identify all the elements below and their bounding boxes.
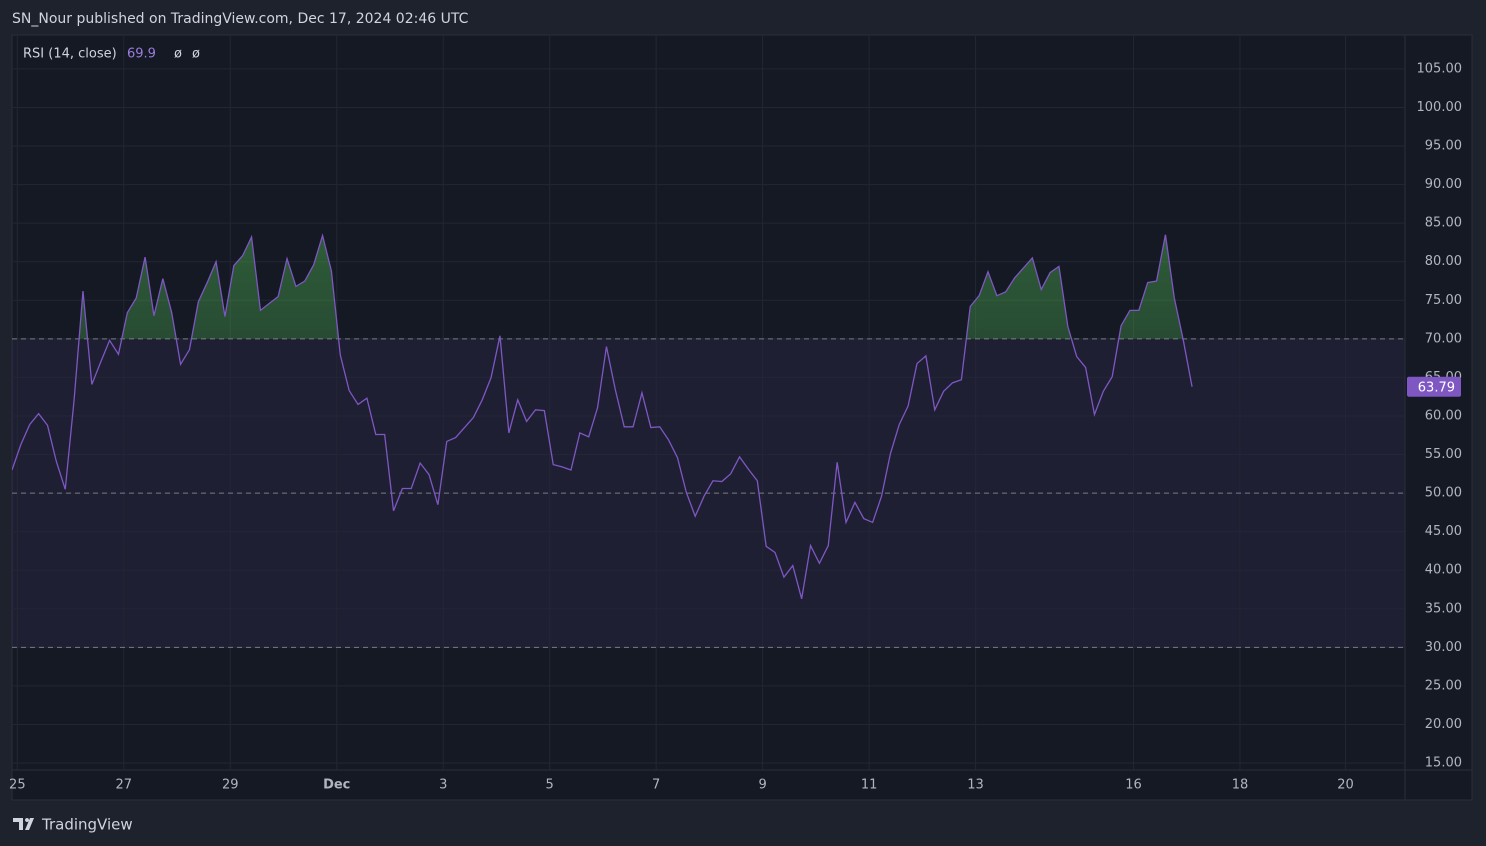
rsi-line — [12, 233, 1193, 599]
plot-area — [12, 35, 1405, 770]
x-tick-label: 25 — [9, 778, 26, 793]
x-tick-label: 7 — [652, 778, 660, 793]
x-tick-label: 9 — [758, 778, 766, 793]
chart-frame — [11, 34, 1473, 801]
indicator-name: RSI (14, close) — [23, 47, 117, 62]
indicator-flag: ø — [174, 47, 182, 62]
brand-logo — [13, 817, 34, 830]
y-tick-label: 75.00 — [1425, 293, 1462, 308]
last-value-box — [1407, 376, 1461, 397]
y-tick-label: 105.00 — [1417, 61, 1463, 76]
x-tick-label: 29 — [222, 778, 239, 793]
y-tick-label: 60.00 — [1425, 408, 1462, 423]
x-tick-label: 18 — [1232, 778, 1249, 793]
y-tick-label: 80.00 — [1425, 254, 1462, 269]
y-tick-label: 100.00 — [1417, 100, 1463, 115]
last-value-label: 63.79 — [1418, 380, 1455, 395]
y-tick-label: 30.00 — [1425, 640, 1462, 655]
y-tick-label: 85.00 — [1425, 216, 1462, 231]
y-tick-label: 15.00 — [1425, 756, 1462, 771]
axes: 15.00 20.00 25.00 30.00 35.00 40.00 45.00 50.00… — [9, 61, 1462, 792]
y-tick-label: 95.00 — [1425, 139, 1462, 154]
indicator-flag: ø — [192, 47, 200, 62]
indicator-value: 69.9 — [127, 47, 156, 62]
x-tick-label: Dec — [323, 778, 350, 793]
brand-name: TradingView — [41, 816, 133, 834]
y-tick-label: 90.00 — [1425, 177, 1462, 192]
y-tick-label: 45.00 — [1425, 524, 1462, 539]
y-tick-label: 25.00 — [1425, 678, 1462, 693]
indicator-legend: RSI (14, close) 69.9 ø ø — [23, 47, 200, 62]
y-tick-label: 35.00 — [1425, 601, 1462, 616]
x-tick-label: 3 — [439, 778, 447, 793]
y-tick-label: 55.00 — [1425, 447, 1462, 462]
y-tick-label: 70.00 — [1425, 331, 1462, 346]
overbought-fill-group — [79, 234, 1184, 339]
y-tick-label: 40.00 — [1425, 563, 1462, 578]
x-tick-label: 16 — [1125, 778, 1142, 793]
y-tick-label: 20.00 — [1425, 717, 1462, 732]
x-tick-label: 11 — [861, 778, 878, 793]
overbought-fill — [79, 234, 1184, 339]
y-tick-label: 50.00 — [1425, 486, 1462, 501]
x-tick-label: 5 — [546, 778, 554, 793]
x-tick-label: 20 — [1337, 778, 1354, 793]
publish-title: SN_Nour published on TradingView.com, De… — [12, 11, 469, 27]
brand: TradingView — [13, 816, 133, 834]
x-tick-label: 13 — [967, 778, 984, 793]
x-tick-label: 27 — [116, 778, 133, 793]
